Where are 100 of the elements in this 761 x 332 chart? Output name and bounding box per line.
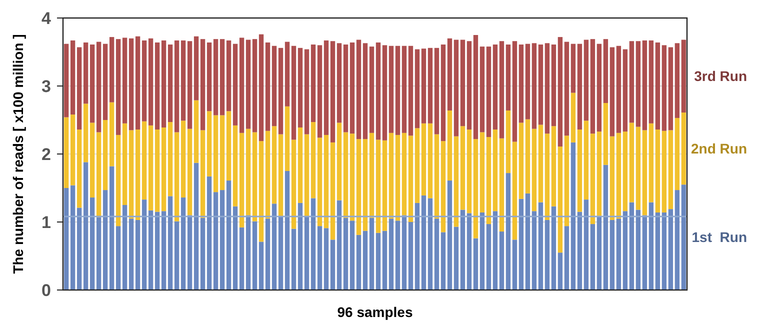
bar [206,42,212,112]
bar [154,212,160,290]
bar [674,43,680,118]
bar [460,40,466,126]
bar [180,40,186,121]
bar [258,141,264,242]
bar [414,128,420,203]
bar [570,44,576,93]
bar [506,110,511,174]
bar [324,134,329,228]
bar [317,45,322,138]
bar [161,40,166,128]
bar [428,198,433,290]
bar [168,44,173,122]
bar [629,202,634,290]
bar [226,40,232,112]
bar [96,217,102,290]
y-tick-label: 1 [42,212,51,232]
bar [135,220,140,290]
bar [460,210,466,290]
bar [350,220,355,290]
bar [194,36,199,100]
bar [317,138,322,226]
bar [135,36,140,130]
bar [239,132,244,228]
bar [544,220,550,290]
bar [180,120,186,198]
bar [265,218,270,290]
bar [648,123,654,202]
bar [558,37,563,147]
bar [265,130,270,219]
y-axis-title: The number of reads [ x100 million ] [10,34,26,274]
bar [616,132,622,219]
bar [109,166,114,290]
bar [610,220,615,290]
bar [116,226,121,290]
bar [356,139,362,235]
bar [343,44,348,132]
bar [551,44,556,126]
bar [402,132,407,216]
bar [64,44,69,118]
bar [642,40,648,130]
bar [109,102,114,166]
bar [564,136,570,226]
bar [460,126,466,210]
bar [291,228,296,290]
bar [486,46,492,137]
bar [382,140,388,231]
bar [440,141,446,232]
bar [681,40,686,113]
bar [590,134,596,224]
bar [584,200,589,290]
bar [596,216,602,290]
bar [64,117,69,188]
bar [304,134,310,217]
bar [206,176,212,290]
bar [518,198,524,290]
bar [161,211,166,290]
bar [122,38,128,124]
bar [473,238,478,290]
bar [154,130,160,212]
bar [304,216,310,290]
bar [499,138,504,232]
series-label: 3rd Run [694,68,747,84]
bar [558,252,563,290]
y-tick-label: 0 [42,280,51,300]
bar [272,126,277,204]
bar [648,202,654,290]
bar [70,185,76,290]
bar [518,122,524,199]
bar [499,41,504,138]
bar [142,121,147,200]
bar [278,48,284,134]
bar [603,39,608,103]
bar [232,206,238,290]
bar [447,180,452,290]
bar [362,43,368,140]
bar [128,218,134,290]
bar [232,44,238,126]
bar [180,198,186,290]
bar [421,195,426,290]
bar [76,208,82,290]
bar [603,103,608,165]
bar [447,38,452,110]
bar [388,46,394,133]
bar [648,40,654,124]
bar [330,240,336,290]
bar [492,44,498,130]
bar [310,198,316,290]
bar [70,40,76,115]
bar [369,218,374,290]
bar [330,41,336,142]
bar [272,204,277,290]
bar [538,44,544,125]
bar [174,221,180,290]
bar [116,134,121,226]
bar [590,224,596,290]
bar [343,132,348,218]
bar [239,38,244,133]
series-label: 1st Run [692,229,747,246]
